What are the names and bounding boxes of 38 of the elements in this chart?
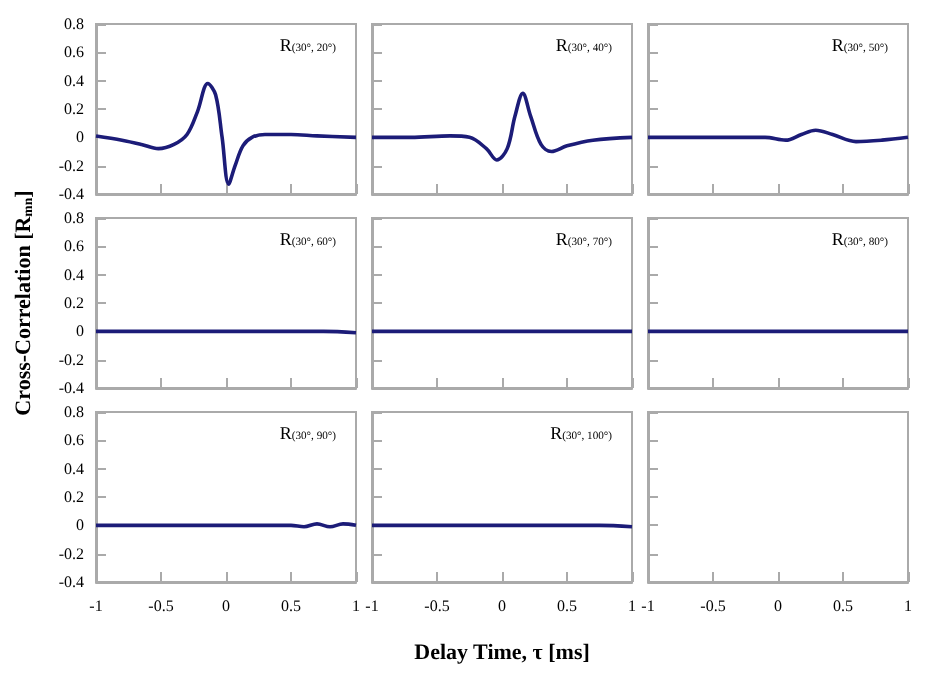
x-tick-label: 1 [628, 597, 636, 615]
y-tick-label: 0.4 [64, 71, 84, 90]
x-tick-label: -1 [365, 597, 379, 615]
y-tick-label: -0.2 [58, 156, 84, 175]
y-tick-label: 0.6 [64, 431, 84, 450]
x-tick-label: 0.5 [833, 597, 853, 615]
y-tick-label: 0.6 [64, 43, 84, 62]
y-tick-label: 0.2 [64, 488, 84, 506]
y-tick-label: -0.4 [58, 573, 84, 591]
x-tick-label: -0.5 [424, 597, 450, 615]
x-tick-label: -1 [89, 597, 103, 615]
y-tick-label: 0.8 [64, 15, 84, 33]
x-tick-label: 0 [498, 597, 506, 615]
x-tick-label: -0.5 [700, 597, 726, 615]
line-series [94, 81, 358, 186]
x-tick-label: -1 [641, 597, 655, 615]
y-tick-label: -0.4 [58, 185, 84, 203]
x-tick-label: 0 [774, 597, 782, 615]
y-tick-label: 0 [76, 322, 84, 341]
x-tick-label: 0.5 [281, 597, 301, 615]
y-tick-label: 0 [76, 516, 84, 535]
y-tick-label: -0.2 [58, 350, 84, 369]
y-tick-label: 0.8 [64, 209, 84, 227]
y-tick-label: 0.6 [64, 237, 84, 256]
y-tick-label: 0.2 [64, 100, 84, 118]
y-tick-label: -0.2 [58, 544, 84, 563]
y-tick-label: -0.4 [58, 379, 84, 397]
x-tick-label: 1 [352, 597, 360, 615]
y-tick-label: 0.2 [64, 294, 84, 312]
y-tick-label: 0.4 [64, 459, 84, 478]
x-axis-title: Delay Time, τ [ms] [414, 641, 590, 665]
x-tick-label: 0.5 [557, 597, 577, 615]
y-tick-label: 0.8 [64, 403, 84, 421]
x-tick-label: 1 [904, 597, 912, 615]
y-tick-label: 0.4 [64, 265, 84, 284]
x-tick-label: -0.5 [148, 597, 174, 615]
y-tick-label: 0 [76, 128, 84, 147]
x-tick-label: 0 [222, 597, 230, 615]
